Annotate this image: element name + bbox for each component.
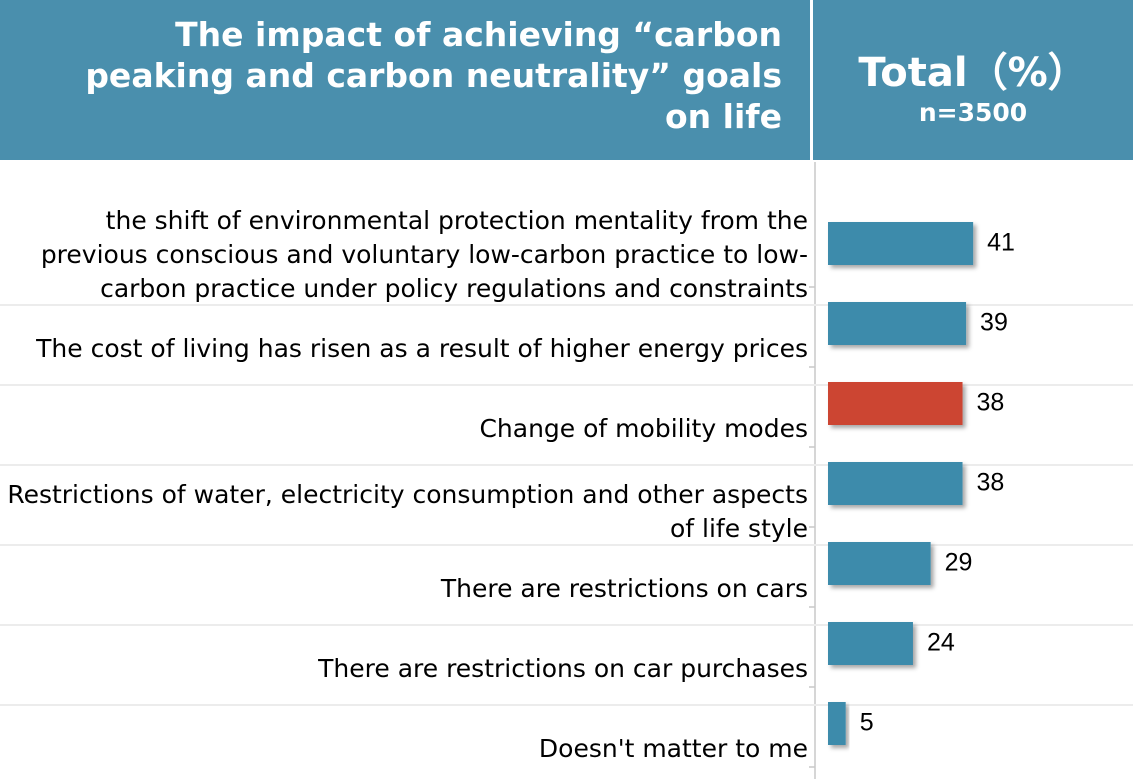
value-label: 38 xyxy=(977,389,1005,417)
header-left: The impact of achieving “carbon peaking … xyxy=(0,0,810,160)
header-sample: n=3500 xyxy=(918,98,1028,127)
value-label: 29 xyxy=(945,549,973,577)
category-label: Restrictions of water, electricity consu… xyxy=(7,480,808,543)
header-right: Total（%） n=3500 xyxy=(813,0,1133,160)
category-label: the shift of environmental protection me… xyxy=(40,206,808,303)
category-label: There are restrictions on car purchases xyxy=(318,654,808,683)
bar xyxy=(828,622,913,665)
header-column: Total（%） xyxy=(858,50,1088,96)
bar xyxy=(828,702,846,745)
bar xyxy=(828,302,967,345)
bar xyxy=(828,222,974,265)
bar xyxy=(828,382,963,425)
value-label: 39 xyxy=(980,309,1008,337)
bar xyxy=(828,542,931,585)
value-label: 41 xyxy=(987,229,1015,257)
bar xyxy=(828,462,963,505)
category-label: There are restrictions on cars xyxy=(440,574,808,603)
value-label: 5 xyxy=(860,709,874,737)
category-label: The cost of living has risen as a result… xyxy=(36,334,808,363)
category-label: Doesn't matter to me xyxy=(538,734,808,763)
value-label: 24 xyxy=(927,629,955,657)
category-label: Change of mobility modes xyxy=(479,414,808,443)
value-label: 38 xyxy=(977,469,1005,497)
header-title: The impact of achieving “carbon peaking … xyxy=(85,15,782,136)
